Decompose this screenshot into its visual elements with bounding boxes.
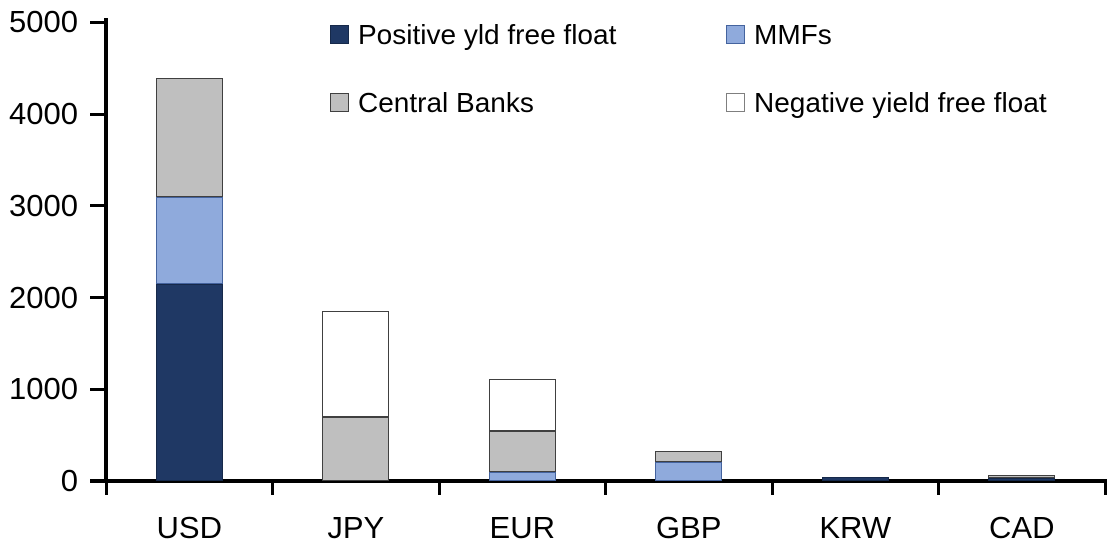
y-axis-tick-label: 3000 (9, 187, 78, 223)
legend-label: Negative yield free float (754, 87, 1047, 118)
y-axis-tick (90, 204, 106, 208)
legend-swatch-3 (330, 92, 349, 112)
legend-swatch-1 (330, 24, 349, 44)
x-axis-tick (937, 481, 940, 495)
y-axis-tick (90, 112, 106, 116)
x-axis-tick (437, 481, 441, 495)
x-category-label: EUR (489, 510, 555, 545)
x-category-label: CAD (989, 510, 1055, 545)
x-axis-tick (770, 481, 774, 495)
bar-segment-eur (488, 431, 556, 472)
x-axis-tick (104, 481, 108, 495)
bar-segment-cad (988, 475, 1056, 479)
x-axis-tick (271, 481, 274, 495)
y-axis-tick (90, 20, 106, 24)
y-axis-tick-label: 5000 (9, 4, 78, 40)
bar-segment-usd (155, 283, 223, 481)
bar-segment-cad (988, 478, 1056, 481)
x-category-label: JPY (327, 510, 385, 545)
legend-item: Central Banks (330, 87, 726, 117)
legend: Positive yld free float MMFs Central Banks… (330, 0, 1047, 136)
legend-item: Negative yield free float (726, 87, 1047, 117)
bar-segment-jpy (322, 416, 390, 481)
legend-item: MMFs (726, 19, 1047, 49)
y-axis-line (104, 18, 108, 483)
x-axis-tick (604, 481, 607, 495)
bar-segment-gbp (655, 450, 723, 462)
x-category-label: KRW (819, 510, 892, 545)
bar-segment-eur (488, 379, 556, 432)
bar-segment-usd (155, 78, 223, 197)
x-axis-line (90, 479, 1107, 483)
y-axis-tick-label: 0 (60, 463, 78, 498)
y-axis-tick-label: 4000 (9, 96, 78, 131)
legend-label: Central Banks (358, 87, 534, 118)
bar-segment-krw (821, 477, 889, 481)
bar-segment-jpy (322, 311, 390, 417)
x-axis-tick (1103, 481, 1107, 495)
bar-segment-gbp (655, 461, 723, 481)
y-axis-tick-label: 2000 (9, 279, 78, 315)
y-axis-tick-label: 1000 (9, 371, 78, 407)
bar-segment-eur (488, 471, 556, 481)
x-category-label: GBP (656, 510, 722, 545)
legend-label: Positive yld free float (358, 19, 617, 50)
legend-swatch-2 (726, 24, 745, 44)
legend-swatch-4 (726, 92, 745, 112)
y-axis-tick (90, 387, 106, 391)
legend-item: Positive yld free float (330, 19, 726, 49)
legend-label: MMFs (754, 19, 832, 50)
x-category-label: USD (156, 510, 222, 545)
y-axis-tick (90, 296, 106, 299)
bar-segment-usd (155, 196, 223, 284)
